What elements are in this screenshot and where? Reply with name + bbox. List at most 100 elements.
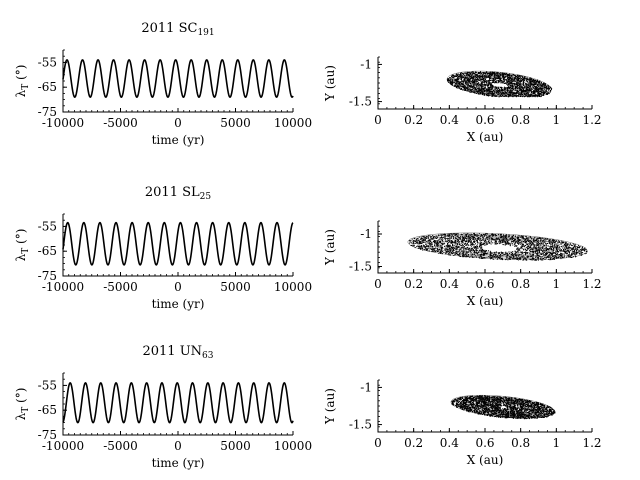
orbit-point <box>550 259 552 261</box>
orbit-loop <box>452 72 547 97</box>
orbit-point <box>493 254 495 255</box>
orbit-point <box>471 243 473 245</box>
orbit-point <box>546 252 548 254</box>
orbit-point <box>460 249 462 251</box>
orbit-point <box>441 244 443 246</box>
orbit-point <box>484 83 486 85</box>
orbit-point <box>474 232 475 234</box>
orbit-point <box>455 78 457 80</box>
orbit-point <box>433 237 434 238</box>
orbit-point <box>452 82 454 83</box>
time-series-panel-1: 2011 SC191-10000 -5000 0 5000 10000-55-65-75… <box>14 21 312 147</box>
orbit-point <box>540 244 542 246</box>
orbit-point <box>537 240 539 242</box>
orbit-point <box>566 243 568 245</box>
orbit-point <box>544 92 546 94</box>
orbit-point <box>482 253 484 255</box>
orbit-point <box>457 251 459 253</box>
orbit-point <box>538 243 539 245</box>
orbit-point <box>575 253 577 255</box>
orbit-point <box>543 244 545 246</box>
orbit-point <box>472 235 474 237</box>
orbit-point <box>490 72 492 74</box>
orbit-point <box>573 251 575 252</box>
orbit-point <box>523 238 525 240</box>
orbit-point <box>471 82 473 84</box>
orbit-point <box>434 244 435 246</box>
orbit-point <box>557 246 559 248</box>
orbit-point <box>565 250 567 252</box>
orbit-point <box>423 242 425 243</box>
orbit-point <box>475 248 477 250</box>
orbit-point <box>502 89 504 91</box>
orbit-point <box>531 83 533 85</box>
orbit-point <box>547 91 549 93</box>
orbit-point <box>480 91 482 93</box>
orbit-point <box>481 243 483 245</box>
orbit-point <box>449 235 451 237</box>
orbit-point <box>551 239 553 241</box>
orbit-point <box>527 83 529 85</box>
orbit-point <box>533 80 534 82</box>
orbit-point <box>485 250 486 252</box>
orbit-point <box>482 254 484 256</box>
orbit-point <box>484 244 486 246</box>
orbit-point <box>482 85 484 87</box>
orbit-point <box>451 82 453 84</box>
orbit-point <box>543 255 545 256</box>
orbit-point <box>541 81 542 83</box>
orbit-point <box>510 85 512 87</box>
orbit-point <box>476 247 478 249</box>
orbit-point <box>421 239 423 241</box>
orbit-point <box>504 74 506 76</box>
orbit-point <box>476 75 478 77</box>
orbit-point <box>515 86 517 88</box>
orbit-point <box>473 249 474 251</box>
orbit-point <box>499 240 501 242</box>
orbit-point <box>529 245 531 247</box>
orbit-point <box>456 248 458 250</box>
orbit-point <box>517 82 518 84</box>
orbit-point <box>512 93 514 95</box>
orbit-point <box>429 235 431 237</box>
orbit-point <box>567 244 569 245</box>
orbit-point <box>522 86 524 88</box>
orbit-point <box>483 249 485 251</box>
orbit-point <box>431 243 433 245</box>
orbit-point <box>548 249 550 251</box>
orbit-point <box>505 239 507 241</box>
orbit-point <box>537 248 539 250</box>
orbit-point <box>478 91 480 93</box>
orbit-point <box>461 253 463 255</box>
orbit-point <box>537 237 539 239</box>
orbit-point <box>487 83 489 85</box>
orbit-point <box>505 243 507 245</box>
orbit-point <box>529 78 531 80</box>
orbit-point <box>530 85 532 87</box>
orbit-point <box>513 85 515 87</box>
orbit-point <box>451 249 453 251</box>
orbit-point <box>511 91 513 93</box>
orbit-point <box>484 79 486 81</box>
orbit-point <box>529 246 531 248</box>
orbit-point <box>569 247 571 249</box>
orbit-point <box>512 256 514 258</box>
orbit-point <box>470 247 472 249</box>
orbit-point <box>510 95 512 97</box>
orbit-point <box>525 258 527 260</box>
orbit-point <box>537 249 539 251</box>
orbit-point <box>485 242 487 244</box>
orbit-point <box>552 256 554 258</box>
y-tick-label: -65 <box>38 80 57 94</box>
orbit-point <box>531 248 533 250</box>
orbit-point <box>495 241 497 243</box>
orbit-point <box>546 249 547 251</box>
orbit-point <box>584 248 586 250</box>
orbit-point <box>507 76 509 78</box>
orbit-point <box>422 248 423 250</box>
orbit-point <box>438 243 440 245</box>
orbit-point <box>512 74 514 76</box>
orbit-point <box>506 238 508 240</box>
orbit-point <box>419 245 421 247</box>
